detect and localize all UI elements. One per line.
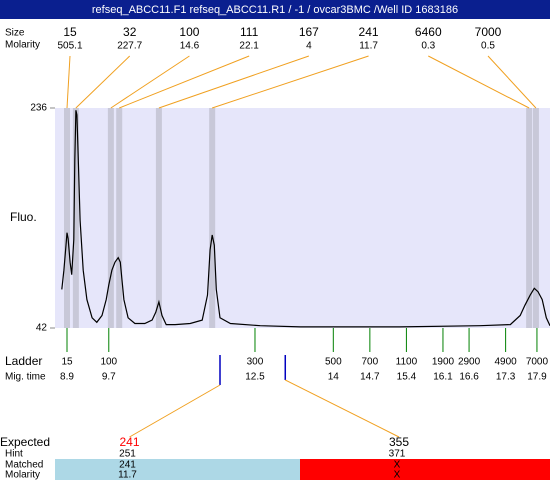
expected-hint: 371 <box>389 449 406 460</box>
expected-size: 241 <box>119 435 139 449</box>
peak-molarity: 14.6 <box>180 41 200 52</box>
peak-molarity: 0.3 <box>421 41 435 52</box>
plot-area <box>55 108 550 328</box>
matched-label: Matched <box>5 460 43 471</box>
header-bar <box>0 0 550 19</box>
expected-molarity: X <box>394 470 401 480</box>
expected-size: 355 <box>389 435 409 449</box>
ladder-size: 500 <box>325 357 342 368</box>
expected-connector <box>285 379 400 438</box>
peak-size: 167 <box>299 25 319 39</box>
y-axis-label: Fluo. <box>10 210 37 224</box>
peak-band <box>526 108 533 328</box>
header-title: refseq_ABCC11.F1 refseq_ABCC11.R1 / -1 /… <box>92 4 458 16</box>
expected-molarity-label: Molarity <box>5 470 40 480</box>
expected-label: Expected <box>0 435 50 449</box>
size-label: Size <box>5 28 25 39</box>
peak-connector <box>75 55 131 109</box>
peak-molarity: 22.1 <box>239 41 259 52</box>
peak-band <box>155 108 162 328</box>
peak-connector <box>158 55 310 109</box>
expected-matched: 241 <box>119 460 136 471</box>
peak-molarity: 11.7 <box>359 41 378 52</box>
peak-connector <box>212 55 369 109</box>
ladder-time: 16.1 <box>433 372 453 383</box>
expected-column <box>55 459 300 480</box>
ladder-time: 14 <box>328 372 340 383</box>
expected-column <box>300 459 550 480</box>
peak-size: 15 <box>63 25 77 39</box>
peak-size: 111 <box>240 25 259 39</box>
ladder-size: 100 <box>100 357 117 368</box>
peak-size: 100 <box>179 25 199 39</box>
y-tick-label: 236 <box>30 103 47 114</box>
peak-size: 6460 <box>415 25 442 39</box>
ladder-time: 8.9 <box>60 372 74 383</box>
ladder-size: 300 <box>247 357 264 368</box>
peak-molarity: 0.5 <box>481 41 495 52</box>
peak-molarity: 505.1 <box>57 41 82 52</box>
expected-hint: 251 <box>119 449 136 460</box>
expected-matched: X <box>394 460 401 471</box>
ladder-size: 2900 <box>458 357 481 368</box>
peak-band <box>209 108 216 328</box>
peak-band <box>72 108 79 328</box>
peak-band <box>107 108 114 328</box>
peak-band <box>64 108 71 328</box>
peak-molarity: 227.7 <box>117 41 142 52</box>
ladder-time: 17.9 <box>527 372 547 383</box>
ladder-size: 4900 <box>494 357 517 368</box>
expected-molarity: 11.7 <box>118 470 137 480</box>
ladder-time: 12.5 <box>245 372 265 383</box>
mig-time-label: Mig. time <box>5 372 46 383</box>
peak-connector <box>119 55 250 109</box>
molarity-label: Molarity <box>5 40 40 51</box>
peak-connector <box>487 55 537 109</box>
peak-band <box>532 108 539 328</box>
ladder-time: 9.7 <box>102 372 116 383</box>
ladder-size: 1100 <box>396 357 418 368</box>
ladder-size: 15 <box>61 357 73 368</box>
peak-connector <box>110 55 190 109</box>
peak-connector <box>66 55 71 109</box>
ladder-time: 16.6 <box>459 372 479 383</box>
peak-size: 32 <box>123 25 137 39</box>
y-tick-label: 42 <box>36 323 48 334</box>
ladder-time: 17.3 <box>496 372 516 383</box>
peak-size: 7000 <box>475 25 502 39</box>
peak-connector <box>428 55 530 109</box>
peak-molarity: 4 <box>306 41 312 52</box>
ladder-size: 1900 <box>432 357 455 368</box>
ladder-label: Ladder <box>5 354 42 368</box>
peak-size: 241 <box>359 25 379 39</box>
hint-label: Hint <box>5 449 23 460</box>
ladder-size: 7000 <box>526 357 549 368</box>
ladder-size: 700 <box>362 357 379 368</box>
trace <box>61 110 550 328</box>
ladder-time: 14.7 <box>360 372 380 383</box>
peak-band <box>116 108 123 328</box>
expected-connector <box>129 384 221 438</box>
ladder-time: 15.4 <box>397 372 417 383</box>
